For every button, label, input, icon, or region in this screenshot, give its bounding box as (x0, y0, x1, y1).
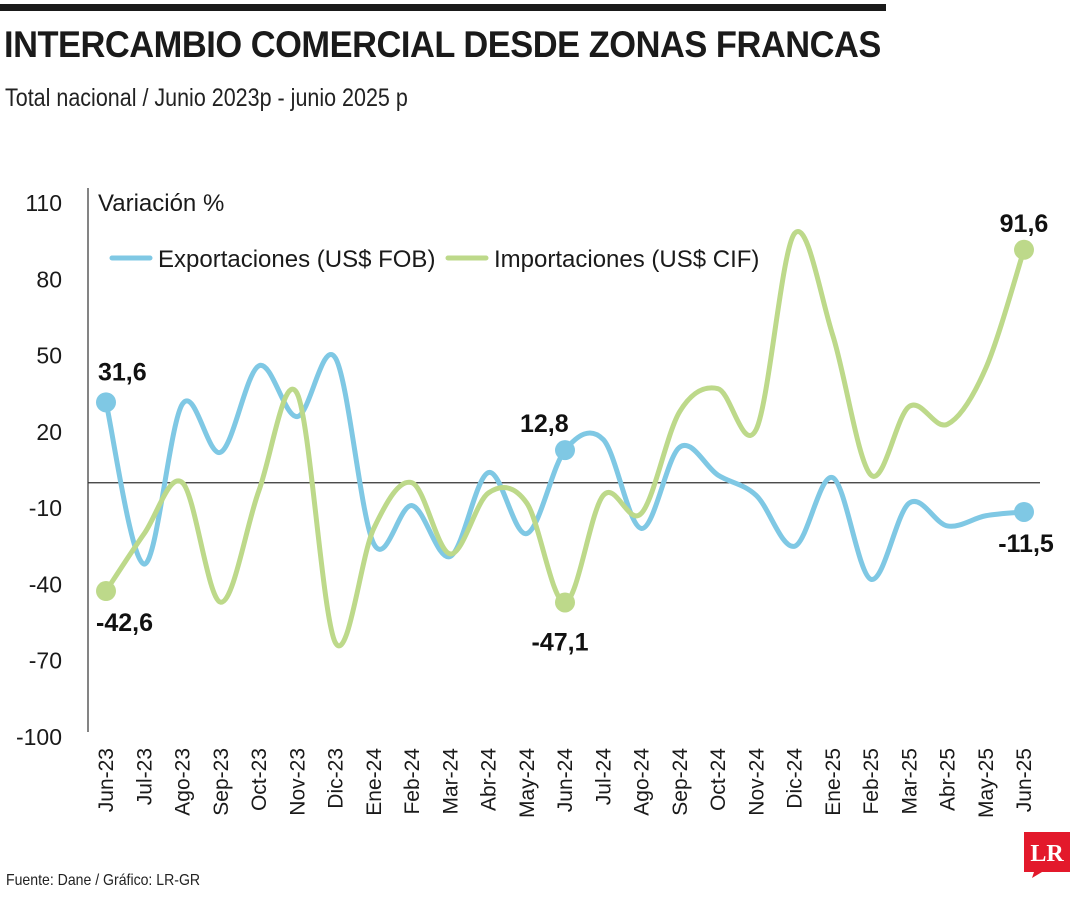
y-tick-label: -70 (29, 648, 62, 674)
legend-label-exportaciones: Exportaciones (US$ FOB) (158, 246, 435, 273)
x-tick-label: Oct-23 (248, 748, 271, 811)
svg-text:LR: LR (1030, 841, 1064, 867)
data-marker-exportaciones (96, 392, 116, 413)
x-tick-label: Ago-24 (631, 748, 654, 816)
x-tick-label: Nov-24 (745, 748, 768, 816)
data-marker-importaciones (555, 592, 575, 613)
x-tick-label: Feb-25 (860, 748, 883, 815)
y-tick-label: 110 (25, 190, 62, 216)
x-tick-label: Jul-23 (133, 748, 156, 805)
data-marker-exportaciones (1014, 501, 1034, 522)
x-tick-label: Dic-23 (325, 748, 348, 809)
data-marker-importaciones (96, 581, 116, 602)
series-line-exportaciones (103, 352, 1027, 582)
x-tick-label: Jul-24 (592, 748, 615, 806)
y-tick-label: -10 (29, 495, 62, 521)
data-marker-exportaciones (555, 440, 575, 461)
data-label: 91,6 (1000, 210, 1049, 238)
x-tick-label: Abr-25 (937, 748, 960, 811)
data-label: 12,8 (520, 410, 569, 438)
data-label: -42,6 (96, 609, 153, 637)
x-tick-label: May-24 (516, 748, 539, 818)
source-note: Fuente: Dane / Gráfico: LR-GR (6, 872, 201, 889)
x-tick-label: Oct-24 (707, 748, 730, 811)
x-tick-label: Nov-23 (286, 748, 309, 816)
y-axis-label: Variación % (98, 190, 224, 217)
data-marker-importaciones (1014, 239, 1034, 260)
x-tick-label: Ene-25 (822, 748, 845, 816)
data-label: -47,1 (532, 628, 589, 656)
x-tick-label: Ene-24 (363, 748, 386, 816)
y-tick-label: -40 (29, 571, 62, 597)
y-tick-label: 20 (36, 419, 62, 445)
top-rule (0, 4, 886, 11)
lr-logo: LR (1024, 832, 1070, 878)
x-tick-label: Jun-24 (554, 748, 577, 813)
y-tick-label: 50 (36, 343, 62, 369)
x-tick-label: Mar-25 (898, 748, 921, 815)
x-tick-label: Sep-23 (210, 748, 233, 816)
line-chart: 110 80 50 20 -10 -40 -70 -100 Variación % Jun-23 J… (16, 188, 1054, 818)
legend-label-importaciones: Importaciones (US$ CIF) (494, 246, 759, 273)
chart-subtitle: Total nacional / Junio 2023p - junio 202… (5, 84, 408, 112)
chart-title: INTERCAMBIO COMERCIAL DESDE ZONAS FRANCA… (4, 24, 881, 65)
y-tick-label: 80 (36, 266, 62, 292)
x-tick-label: Jun-23 (95, 748, 118, 812)
y-tick-label: -100 (16, 724, 62, 750)
x-tick-label: Dic-24 (784, 748, 807, 809)
series-line-importaciones (103, 228, 1027, 649)
x-tick-label: Feb-24 (401, 748, 424, 815)
x-tick-label: Sep-24 (669, 748, 692, 816)
x-tick-label: Ago-23 (172, 748, 195, 816)
x-tick-label: Abr-24 (478, 748, 501, 811)
x-tick-label: Jun-25 (1013, 748, 1036, 812)
x-tick-label: Mar-24 (439, 748, 462, 815)
data-label: 31,6 (98, 358, 147, 386)
data-label: -11,5 (998, 530, 1054, 558)
x-tick-label: May-25 (975, 748, 998, 818)
